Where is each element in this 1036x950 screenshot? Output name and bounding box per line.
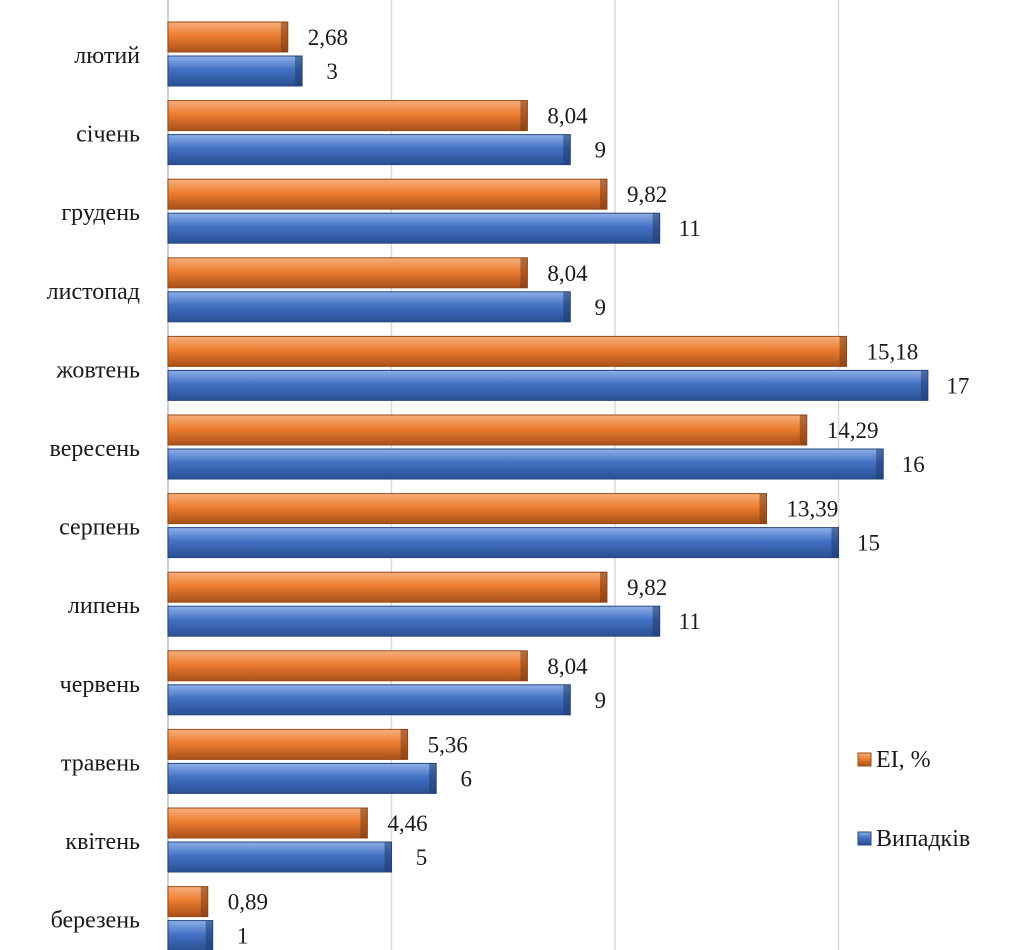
data-label: 11 [679,216,701,241]
bar-ei [167,807,368,839]
legend-swatch [857,831,872,846]
bar-cap [280,22,288,52]
data-label: 2,68 [308,25,348,50]
legend-entry: EI, % [876,747,931,773]
bar-cases [167,448,884,480]
bar-cases [167,134,571,166]
bar-cases [167,920,214,950]
category-label: березень [51,908,140,934]
data-label: 15,18 [867,339,919,364]
bar-cap [839,336,847,367]
data-label: 8,04 [547,104,588,129]
bar-cap [360,808,368,838]
data-label: 11 [679,609,701,634]
category-label: липень [68,593,140,619]
category-label: червень [60,672,140,698]
bar-cap [652,606,660,637]
data-label: 15 [857,531,880,556]
bar-cap [759,493,767,524]
bar-cases [167,527,839,559]
category-label: травень [61,750,140,776]
bar-cap [429,763,437,794]
data-label: 9 [595,138,607,163]
bar-ei [167,493,768,525]
labels: лютий 2,68 3 січень 8,04 9 грудень 9,82 11 листоп… [47,25,970,949]
bar-cap [520,257,528,288]
category-label: лютий [74,43,140,69]
bar-cases [167,841,392,873]
bar-cases [167,55,303,87]
bar-cap [400,729,408,760]
data-label: 8,04 [547,261,588,286]
bar-cases [167,605,661,637]
bar-ei [167,100,528,132]
bar-cap [799,415,807,445]
data-label: 9,82 [627,182,667,207]
data-label: 9,82 [627,575,667,600]
data-label: 17 [946,373,969,398]
data-label: 14,29 [827,418,879,443]
bar-cap [520,100,528,131]
data-label: 0,89 [228,890,268,915]
category-label: січень [76,122,140,148]
bar-ei [167,335,848,367]
bar-ei [167,414,808,446]
data-label: 5 [416,845,428,870]
bar-cap [520,650,528,681]
bar-cap [200,886,208,917]
data-label: 4,46 [387,811,427,836]
data-label: 13,39 [787,497,839,522]
data-label: 9 [595,295,607,320]
bar-cases [167,369,929,401]
category-label: серпень [59,515,140,541]
bar-ei [167,257,528,289]
data-label: 3 [326,59,338,84]
data-label: 9 [595,688,607,713]
bar-cap [920,370,928,401]
bar-cap [831,527,839,558]
legend-swatch [857,752,872,767]
bar-cases [167,762,437,794]
bar-ei [167,571,608,603]
bar-cap [563,684,571,715]
bar-cap [876,449,884,479]
bars [167,21,929,950]
bar-ei [167,21,289,53]
category-label: вересень [50,436,141,462]
data-label: 5,36 [428,732,468,757]
bar-cap [599,572,607,603]
category-label: грудень [61,200,140,226]
bar-cap [563,134,571,165]
category-label: квітень [65,829,140,855]
data-label: 8,04 [547,654,588,679]
data-label: 16 [902,452,925,477]
data-label: 1 [237,924,249,949]
bar-cap [205,920,213,950]
bar-cases [167,212,661,244]
bar-cap [563,291,571,322]
bar-cap [384,842,392,872]
legend: EI, % Випадків [857,747,970,852]
bar-ei [167,178,608,210]
bar-cap [599,179,607,210]
bar-ei [167,728,409,760]
legend-entry: Випадків [876,826,970,852]
bar-cases [167,291,571,323]
bar-cases [167,684,571,716]
data-label: 6 [460,766,472,791]
category-label: жовтень [55,357,140,383]
bar-ei [167,650,528,682]
category-label: листопад [47,279,140,305]
bar-cap [652,213,660,244]
bar-cap [295,56,303,86]
